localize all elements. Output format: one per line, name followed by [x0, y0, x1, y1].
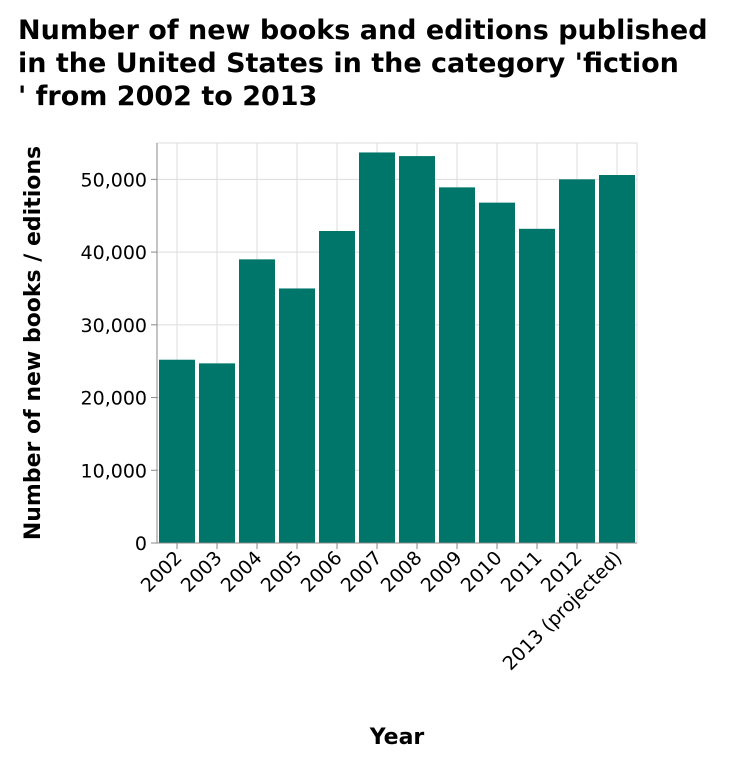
x-tick-label: 2004: [217, 547, 267, 597]
bar: [599, 175, 635, 543]
bar: [439, 187, 475, 543]
bar: [359, 152, 395, 544]
y-tick-label: 40,000: [81, 242, 147, 264]
y-axis-title: Number of new books / editions: [21, 146, 46, 540]
x-tick-label: 2006: [297, 547, 347, 597]
bar: [519, 228, 555, 543]
y-tick-label: 10,000: [81, 460, 147, 482]
x-tick-label: 2010: [457, 547, 507, 597]
bar: [159, 359, 195, 543]
chart-title-line-3: ' from 2002 to 2013: [18, 81, 318, 112]
chart-title-line-2: in the United States in the category 'fi…: [18, 48, 679, 79]
x-tick-label: 2003: [177, 547, 227, 597]
bar-layer: [159, 152, 635, 544]
bar: [399, 156, 435, 543]
x-tick-label: 2008: [377, 547, 427, 597]
chart-title: Number of new books and editions publish…: [18, 14, 748, 113]
bar: [279, 288, 315, 543]
x-axis-title: Year: [369, 725, 425, 750]
x-tick-label: 2009: [417, 547, 467, 597]
x-tick-label: 2011: [497, 547, 547, 597]
bar: [559, 179, 595, 543]
x-tick-label: 2007: [337, 547, 387, 597]
y-tick-label: 30,000: [81, 315, 147, 337]
bar: [199, 363, 235, 543]
bar: [479, 202, 515, 544]
bar: [319, 231, 355, 543]
x-tick-label: 2005: [257, 547, 307, 597]
y-tick-label: 50,000: [81, 169, 147, 191]
y-tick-label: 0: [135, 533, 147, 555]
bar: [239, 259, 275, 543]
y-tick-label: 20,000: [81, 388, 147, 410]
chart-title-line-1: Number of new books and editions publish…: [18, 15, 708, 46]
